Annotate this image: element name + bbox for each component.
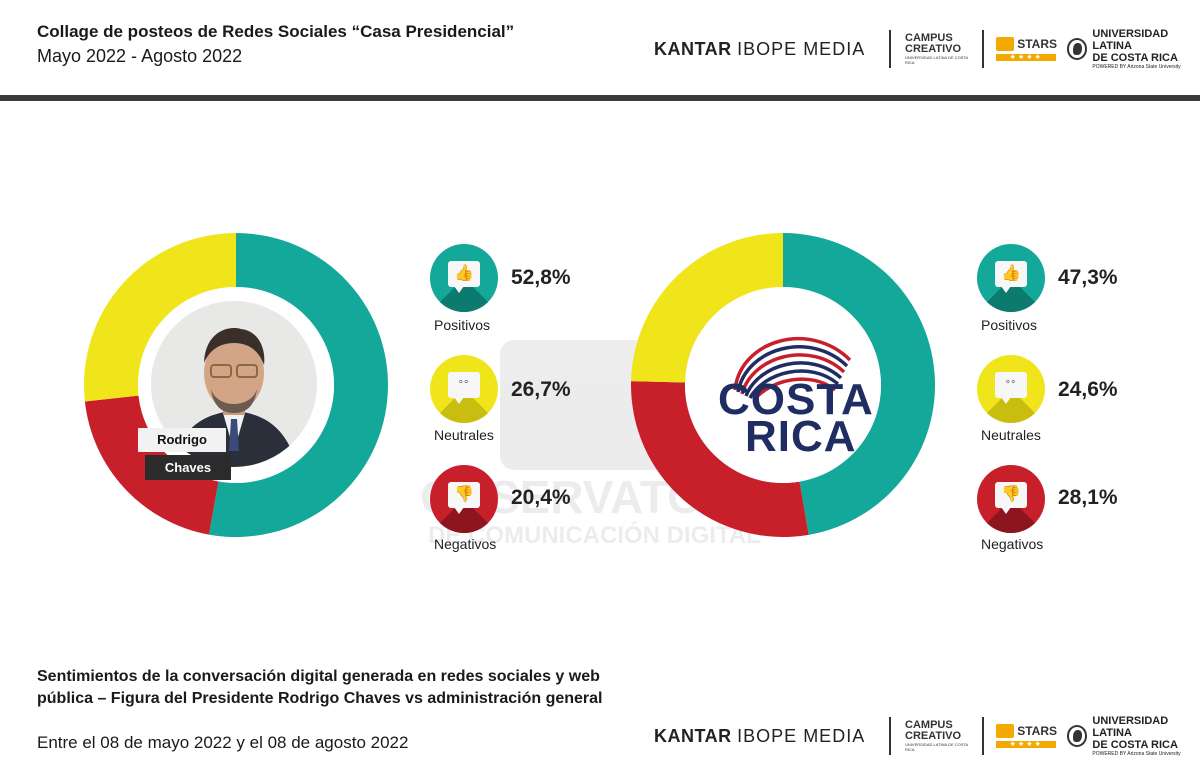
neutral-face-icon: °° — [977, 355, 1045, 423]
label-negative: Negativos — [434, 536, 497, 552]
pct-positive: 52,8% — [511, 266, 571, 289]
logo-divider — [889, 30, 892, 68]
logo-divider — [889, 717, 892, 755]
campus-logo-small: UNIVERSIDAD LATINA DE COSTA RICA — [905, 55, 969, 65]
pct-neutral: 24,6% — [1058, 378, 1118, 401]
header-divider — [0, 95, 1200, 101]
campus-logo-line1: CAMPUS — [905, 32, 953, 44]
pct-negative: 20,4% — [511, 486, 571, 509]
pct-positive: 47,3% — [1058, 266, 1118, 289]
header-logos: KANTAR IBOPE MEDIA CAMPUS CREATIVO UNIVE… — [654, 28, 1200, 70]
ulatina-small: POWERED BY Arizona State University — [1092, 751, 1181, 757]
ulatina-line2: DE COSTA RICA — [1092, 52, 1178, 64]
slice-negative — [631, 381, 809, 537]
subject-name-first: Rodrigo — [138, 428, 226, 452]
thumbs-up-icon: 👍 — [977, 244, 1045, 312]
kantar-logo-light: IBOPE MEDIA — [737, 725, 866, 746]
costa-rica-logo-line2: RICA — [745, 412, 857, 461]
globe-icon — [1067, 725, 1088, 747]
kantar-logo-light: IBOPE MEDIA — [737, 38, 866, 59]
kantar-logo-bold: KANTAR — [654, 38, 732, 59]
subject-name-last: Chaves — [145, 455, 231, 480]
stars-rating-icon: ★★★★ — [996, 741, 1057, 748]
ulatina-line2: DE COSTA RICA — [1092, 739, 1178, 751]
label-neutral: Neutrales — [434, 427, 494, 443]
campus-logo-line1: CAMPUS — [905, 719, 953, 731]
stars-logo-text: STARS — [1017, 724, 1058, 738]
costa-rica-logo-line1: COSTA — [718, 375, 874, 424]
ulatina-logo: UNIVERSIDAD LATINA DE COSTA RICA POWERED… — [1067, 28, 1200, 70]
page-title: Collage de posteos de Redes Sociales “Ca… — [37, 22, 515, 41]
stars-logo: STARS ★★★★ — [996, 724, 1057, 748]
thumbs-down-icon: 👎 — [977, 465, 1045, 533]
donut-chart-costa-rica — [631, 233, 935, 537]
slice-positive — [208, 233, 388, 537]
pct-negative: 28,1% — [1058, 486, 1118, 509]
neutral-face-icon: °° — [430, 355, 498, 423]
costa-rica-rainbow-icon — [733, 336, 852, 402]
ulatina-logo: UNIVERSIDAD LATINA DE COSTA RICA POWERED… — [1067, 715, 1200, 757]
campus-creativo-logo: CAMPUS CREATIVO UNIVERSIDAD LATINA DE CO… — [905, 719, 972, 753]
kantar-logo: KANTAR IBOPE MEDIA — [654, 726, 865, 747]
label-positive: Positivos — [981, 317, 1038, 333]
ulatina-line1: UNIVERSIDAD LATINA — [1092, 715, 1169, 739]
kantar-logo-bold: KANTAR — [654, 725, 732, 746]
thumbs-up-icon: 👍 — [430, 244, 498, 312]
page-subtitle: Mayo 2022 - Agosto 2022 — [37, 46, 243, 66]
label-positive: Positivos — [434, 317, 491, 333]
ulatina-line1: UNIVERSIDAD LATINA — [1092, 28, 1169, 52]
campus-logo-line2: CREATIVO — [905, 730, 962, 742]
stars-logo: STARS ★★★★ — [996, 37, 1057, 61]
stars-badge-icon — [996, 37, 1015, 51]
label-neutral: Neutrales — [981, 427, 1041, 443]
slice-neutral — [84, 233, 236, 402]
donut-hole — [685, 287, 881, 483]
campus-logo-small: UNIVERSIDAD LATINA DE COSTA RICA — [905, 742, 969, 752]
campus-logo-line2: CREATIVO — [905, 43, 962, 55]
label-negative: Negativos — [981, 536, 1044, 552]
pct-neutral: 26,7% — [511, 378, 571, 401]
footer-subtitle: Entre el 08 de mayo 2022 y el 08 de agos… — [37, 733, 409, 752]
footer-title: Sentimientos de la conversación digital … — [37, 668, 603, 707]
slice-positive — [783, 233, 935, 535]
globe-icon — [1067, 38, 1088, 60]
logo-divider — [982, 30, 985, 68]
logo-divider — [982, 717, 985, 755]
ulatina-small: POWERED BY Arizona State University — [1092, 64, 1181, 70]
stars-badge-icon — [996, 724, 1015, 738]
thumbs-down-icon: 👎 — [430, 465, 498, 533]
footer-logos: KANTAR IBOPE MEDIA CAMPUS CREATIVO UNIVE… — [654, 715, 1200, 757]
slice-neutral — [631, 233, 783, 383]
stars-rating-icon: ★★★★ — [996, 54, 1057, 61]
stars-logo-text: STARS — [1017, 37, 1058, 51]
campus-creativo-logo: CAMPUS CREATIVO UNIVERSIDAD LATINA DE CO… — [905, 32, 972, 66]
kantar-logo: KANTAR IBOPE MEDIA — [654, 39, 865, 60]
